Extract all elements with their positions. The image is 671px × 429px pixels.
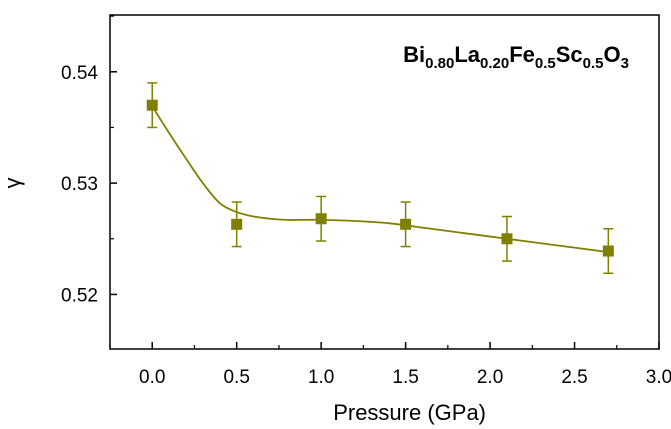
x-tick-label: 1.5 <box>392 367 418 388</box>
data-point <box>315 195 327 242</box>
title-subscript: 3 <box>621 55 629 72</box>
y-axis-title: γ <box>0 178 25 189</box>
axis-ticks: 0.0 0.5 1.0 1.5 2.0 2.5 3.00.520.530.54 <box>61 15 671 388</box>
x-tick-label: 2.0 <box>477 367 503 388</box>
y-tick-label: 0.54 <box>61 63 98 84</box>
data-point <box>231 201 243 248</box>
x-tick-label: 3.0 <box>646 367 671 388</box>
x-tick-label: 2.5 <box>561 367 587 388</box>
data-points-group <box>146 82 614 275</box>
y-tick-label: 0.52 <box>61 285 98 306</box>
square-marker <box>231 218 243 230</box>
title-segment: Fe <box>509 42 535 67</box>
square-marker <box>146 99 158 111</box>
title-segment: Sc <box>556 42 583 67</box>
title-segment: O <box>604 42 621 67</box>
square-marker <box>501 233 513 245</box>
x-tick-label: 0.0 <box>139 367 165 388</box>
data-point <box>146 82 158 129</box>
data-point <box>400 201 412 248</box>
plot-frame <box>109 14 660 350</box>
x-axis-title: Pressure (GPa) <box>333 400 486 425</box>
square-marker <box>400 218 412 230</box>
x-tick-label: 0.5 <box>223 367 249 388</box>
title-segment: La <box>454 42 480 67</box>
x-tick-label: 1.0 <box>308 367 334 388</box>
fit-curve-group <box>151 105 609 254</box>
title-subscript: 0.5 <box>535 55 556 72</box>
y-tick-label: 0.53 <box>61 174 98 195</box>
chart-title: Bi0.80La0.20Fe0.5Sc0.5O3 <box>403 42 629 72</box>
square-marker <box>602 245 614 257</box>
fit-curve-line <box>151 105 609 254</box>
data-point <box>501 215 513 262</box>
title-subscript: 0.80 <box>425 55 454 72</box>
title-subscript: 0.20 <box>480 55 509 72</box>
title-subscript: 0.5 <box>583 55 604 72</box>
square-marker <box>315 213 327 225</box>
data-point <box>602 228 614 275</box>
title-segment: Bi <box>403 42 425 67</box>
